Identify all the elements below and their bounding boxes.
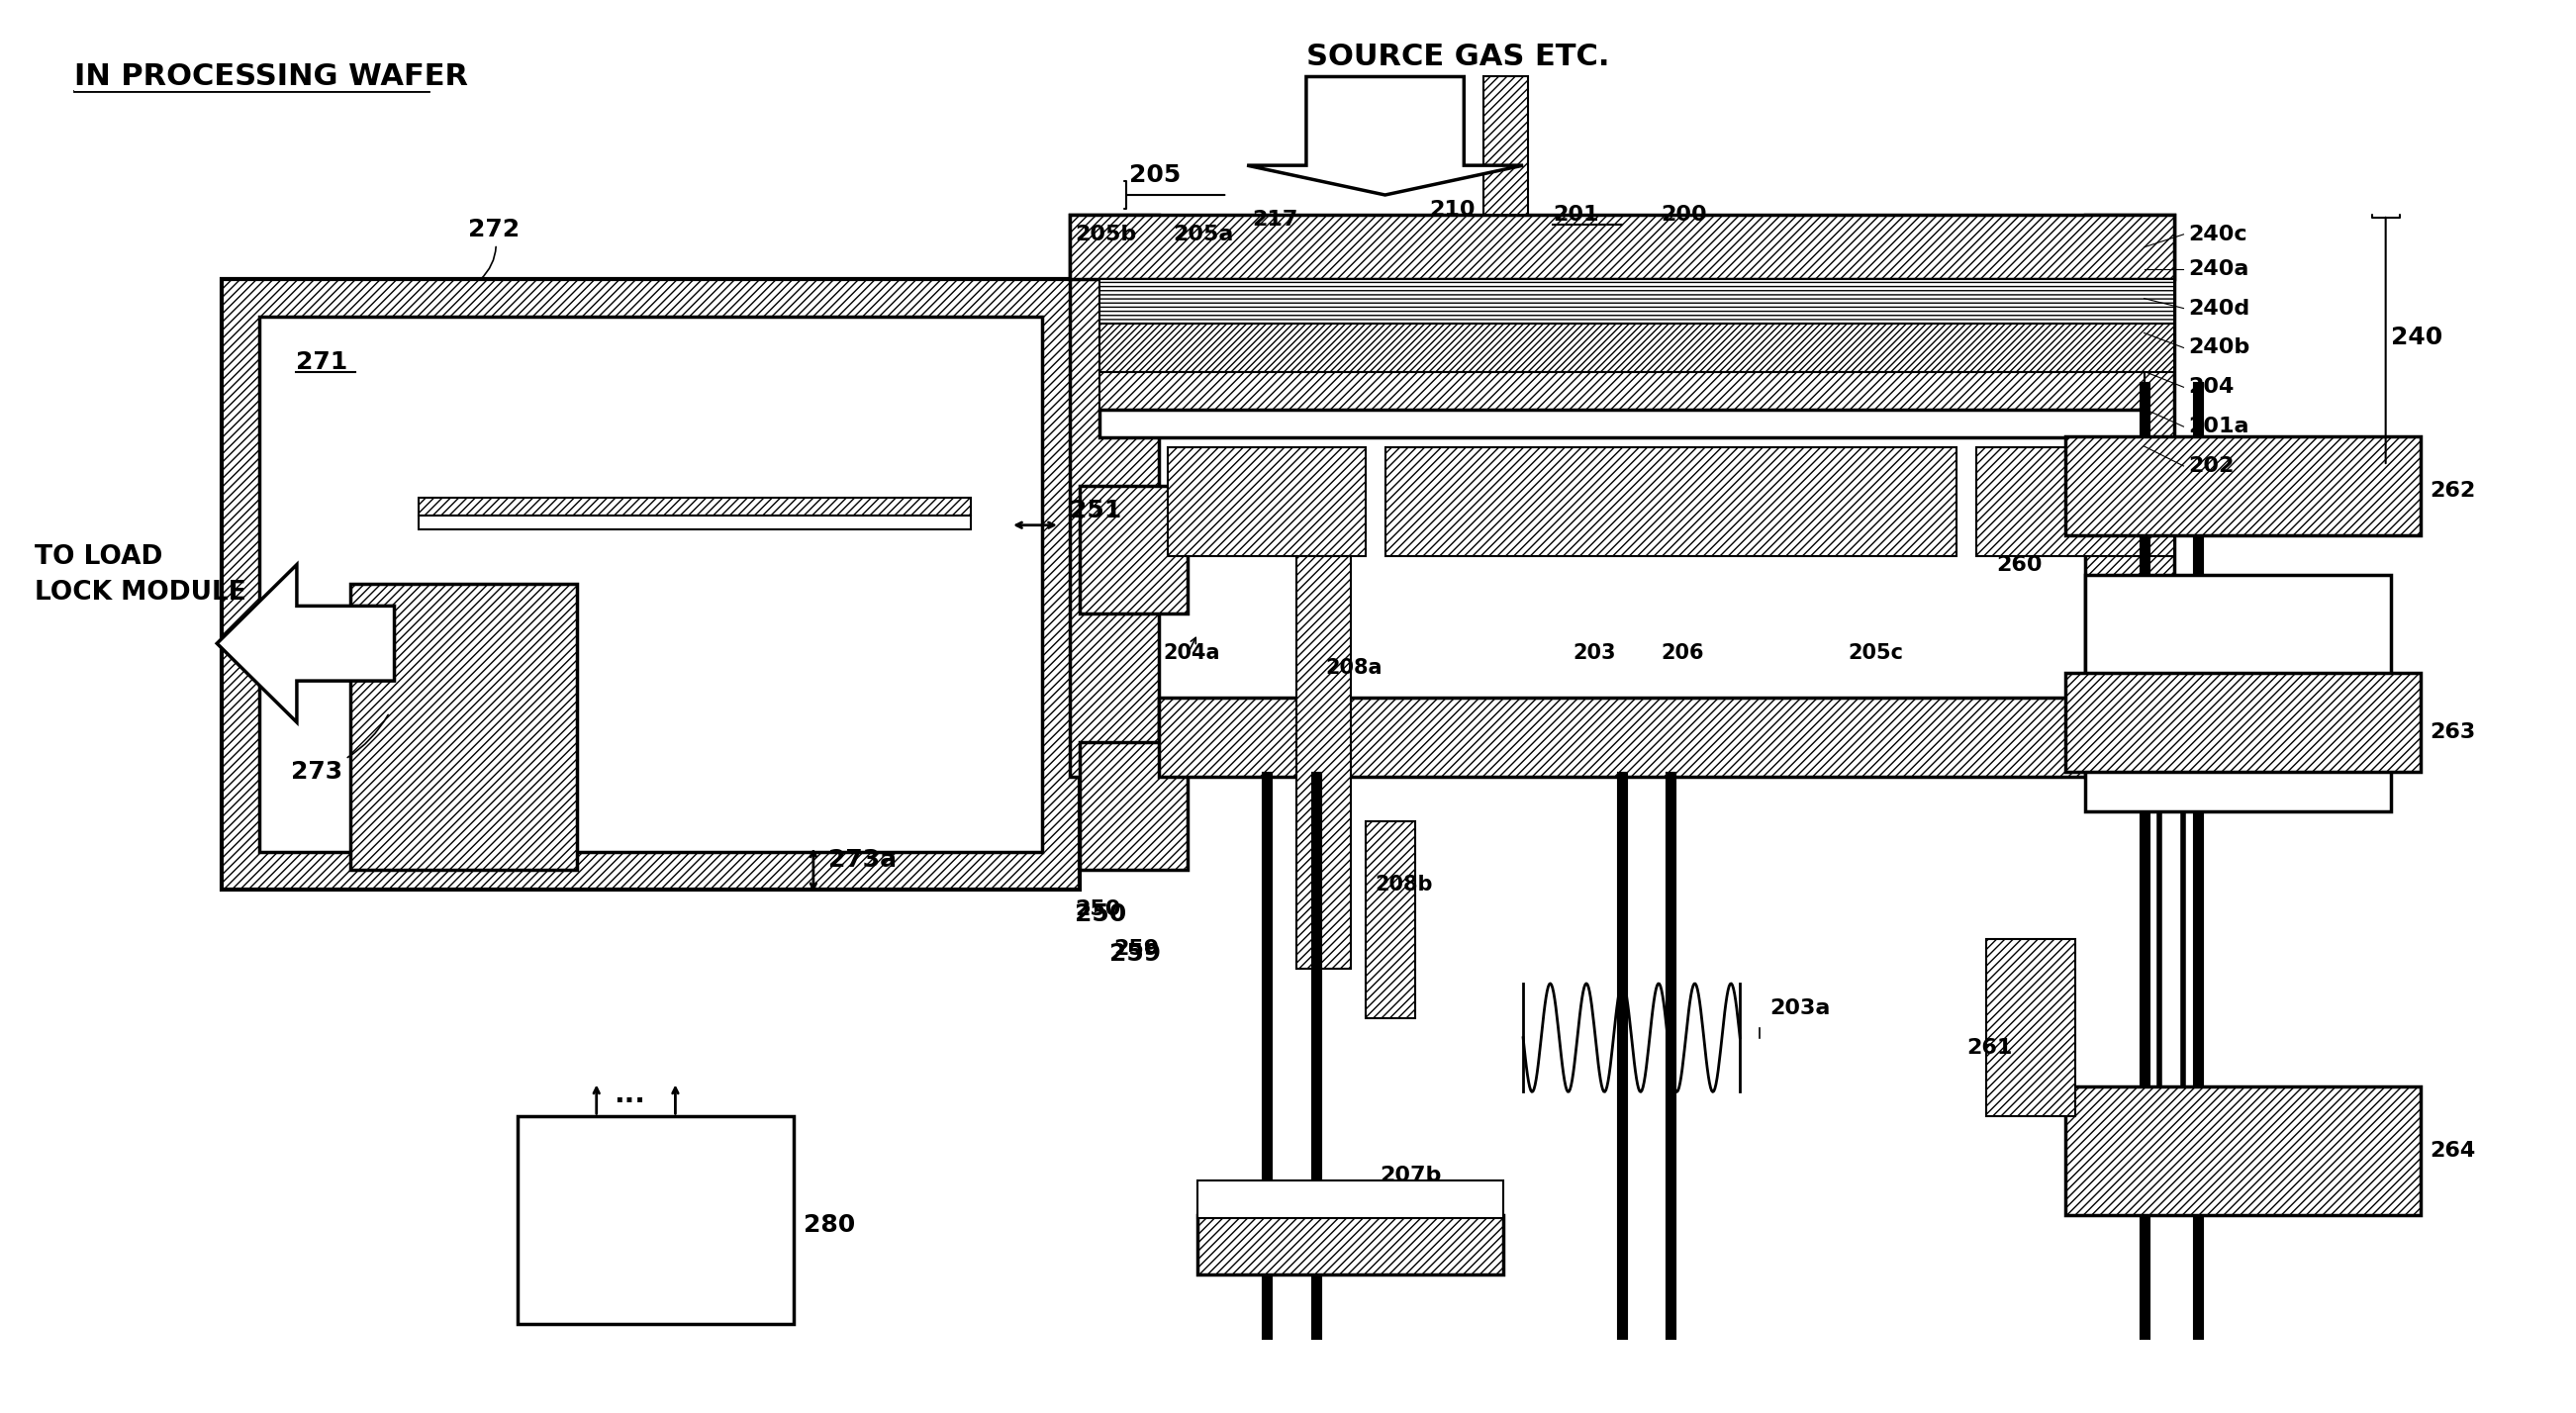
Bar bbox=[1484, 76, 1528, 215]
Text: 259: 259 bbox=[1113, 940, 1159, 959]
Text: 280: 280 bbox=[804, 1214, 855, 1236]
Text: 240a: 240a bbox=[2190, 259, 2249, 278]
Bar bbox=[1386, 448, 1958, 555]
Bar bbox=[1159, 438, 2084, 777]
Text: 251: 251 bbox=[1069, 499, 1121, 523]
Text: 272: 272 bbox=[469, 218, 520, 280]
Bar bbox=[1100, 324, 2174, 373]
Text: 201a: 201a bbox=[2190, 417, 2249, 437]
Bar bbox=[1296, 555, 1350, 969]
Bar bbox=[420, 497, 971, 516]
Text: 264: 264 bbox=[2429, 1142, 2476, 1161]
Bar bbox=[1100, 410, 2143, 438]
Text: 260: 260 bbox=[1996, 555, 2043, 575]
Bar bbox=[2084, 215, 2174, 777]
Text: 273a: 273a bbox=[827, 848, 896, 872]
Bar bbox=[1198, 1181, 1504, 1218]
Bar bbox=[1079, 742, 1188, 870]
Bar bbox=[1069, 215, 1159, 777]
Text: 201: 201 bbox=[1553, 205, 1600, 225]
Bar bbox=[2066, 673, 2421, 771]
Text: 262: 262 bbox=[2429, 480, 2476, 500]
Bar bbox=[1079, 486, 1188, 613]
Bar bbox=[1986, 940, 2076, 1116]
Text: 210: 210 bbox=[1430, 199, 1476, 219]
Text: 261: 261 bbox=[1965, 1037, 2012, 1057]
Text: 205a: 205a bbox=[1172, 225, 1234, 244]
Bar bbox=[1365, 821, 1414, 1017]
Bar bbox=[518, 1116, 793, 1324]
Text: 217: 217 bbox=[1252, 209, 1298, 229]
Bar bbox=[2084, 575, 2391, 811]
Text: 203: 203 bbox=[1571, 643, 1615, 663]
Text: TO LOAD
LOCK MODULE: TO LOAD LOCK MODULE bbox=[33, 544, 247, 605]
Text: IN PROCESSING WAFER: IN PROCESSING WAFER bbox=[75, 62, 469, 90]
Text: 208a: 208a bbox=[1327, 658, 1383, 678]
Bar bbox=[260, 317, 1043, 852]
Bar bbox=[222, 278, 1079, 890]
Bar bbox=[1198, 1215, 1504, 1275]
Text: 250: 250 bbox=[1074, 900, 1121, 920]
Text: 240d: 240d bbox=[2190, 298, 2249, 318]
Bar bbox=[1100, 278, 2174, 324]
Text: 202: 202 bbox=[2190, 456, 2233, 476]
Bar bbox=[420, 516, 971, 528]
Bar bbox=[1100, 373, 2143, 410]
Text: 200: 200 bbox=[1662, 205, 1708, 225]
Text: 204a: 204a bbox=[1164, 643, 1221, 663]
Bar bbox=[1069, 215, 2174, 278]
Text: SOURCE GAS ETC.: SOURCE GAS ETC. bbox=[1306, 42, 1610, 71]
Bar bbox=[1170, 448, 1365, 555]
Bar bbox=[1976, 448, 2174, 555]
Text: 240b: 240b bbox=[2190, 338, 2249, 357]
Polygon shape bbox=[216, 565, 394, 722]
Bar bbox=[2066, 1087, 2421, 1215]
Text: 207b: 207b bbox=[1381, 1166, 1443, 1186]
Text: 273: 273 bbox=[291, 715, 389, 783]
Text: ...: ... bbox=[613, 1081, 644, 1109]
Text: 240c: 240c bbox=[2190, 225, 2246, 244]
Polygon shape bbox=[1247, 76, 1522, 195]
Text: 259: 259 bbox=[1110, 942, 1162, 965]
Bar bbox=[2066, 437, 2421, 536]
Text: 271: 271 bbox=[296, 350, 348, 374]
Text: 205: 205 bbox=[1128, 164, 1180, 187]
Text: 263: 263 bbox=[2429, 722, 2476, 742]
Text: 203a: 203a bbox=[1770, 998, 1832, 1017]
Bar bbox=[1159, 698, 2084, 777]
Text: 208b: 208b bbox=[1376, 875, 1432, 894]
Text: 250: 250 bbox=[1074, 903, 1126, 927]
Text: 205b: 205b bbox=[1074, 225, 1136, 244]
Text: 206: 206 bbox=[1662, 643, 1705, 663]
Bar bbox=[350, 585, 577, 870]
Text: 240: 240 bbox=[2391, 326, 2442, 350]
Text: 205c: 205c bbox=[1850, 643, 1904, 663]
Text: 204: 204 bbox=[2190, 377, 2233, 397]
